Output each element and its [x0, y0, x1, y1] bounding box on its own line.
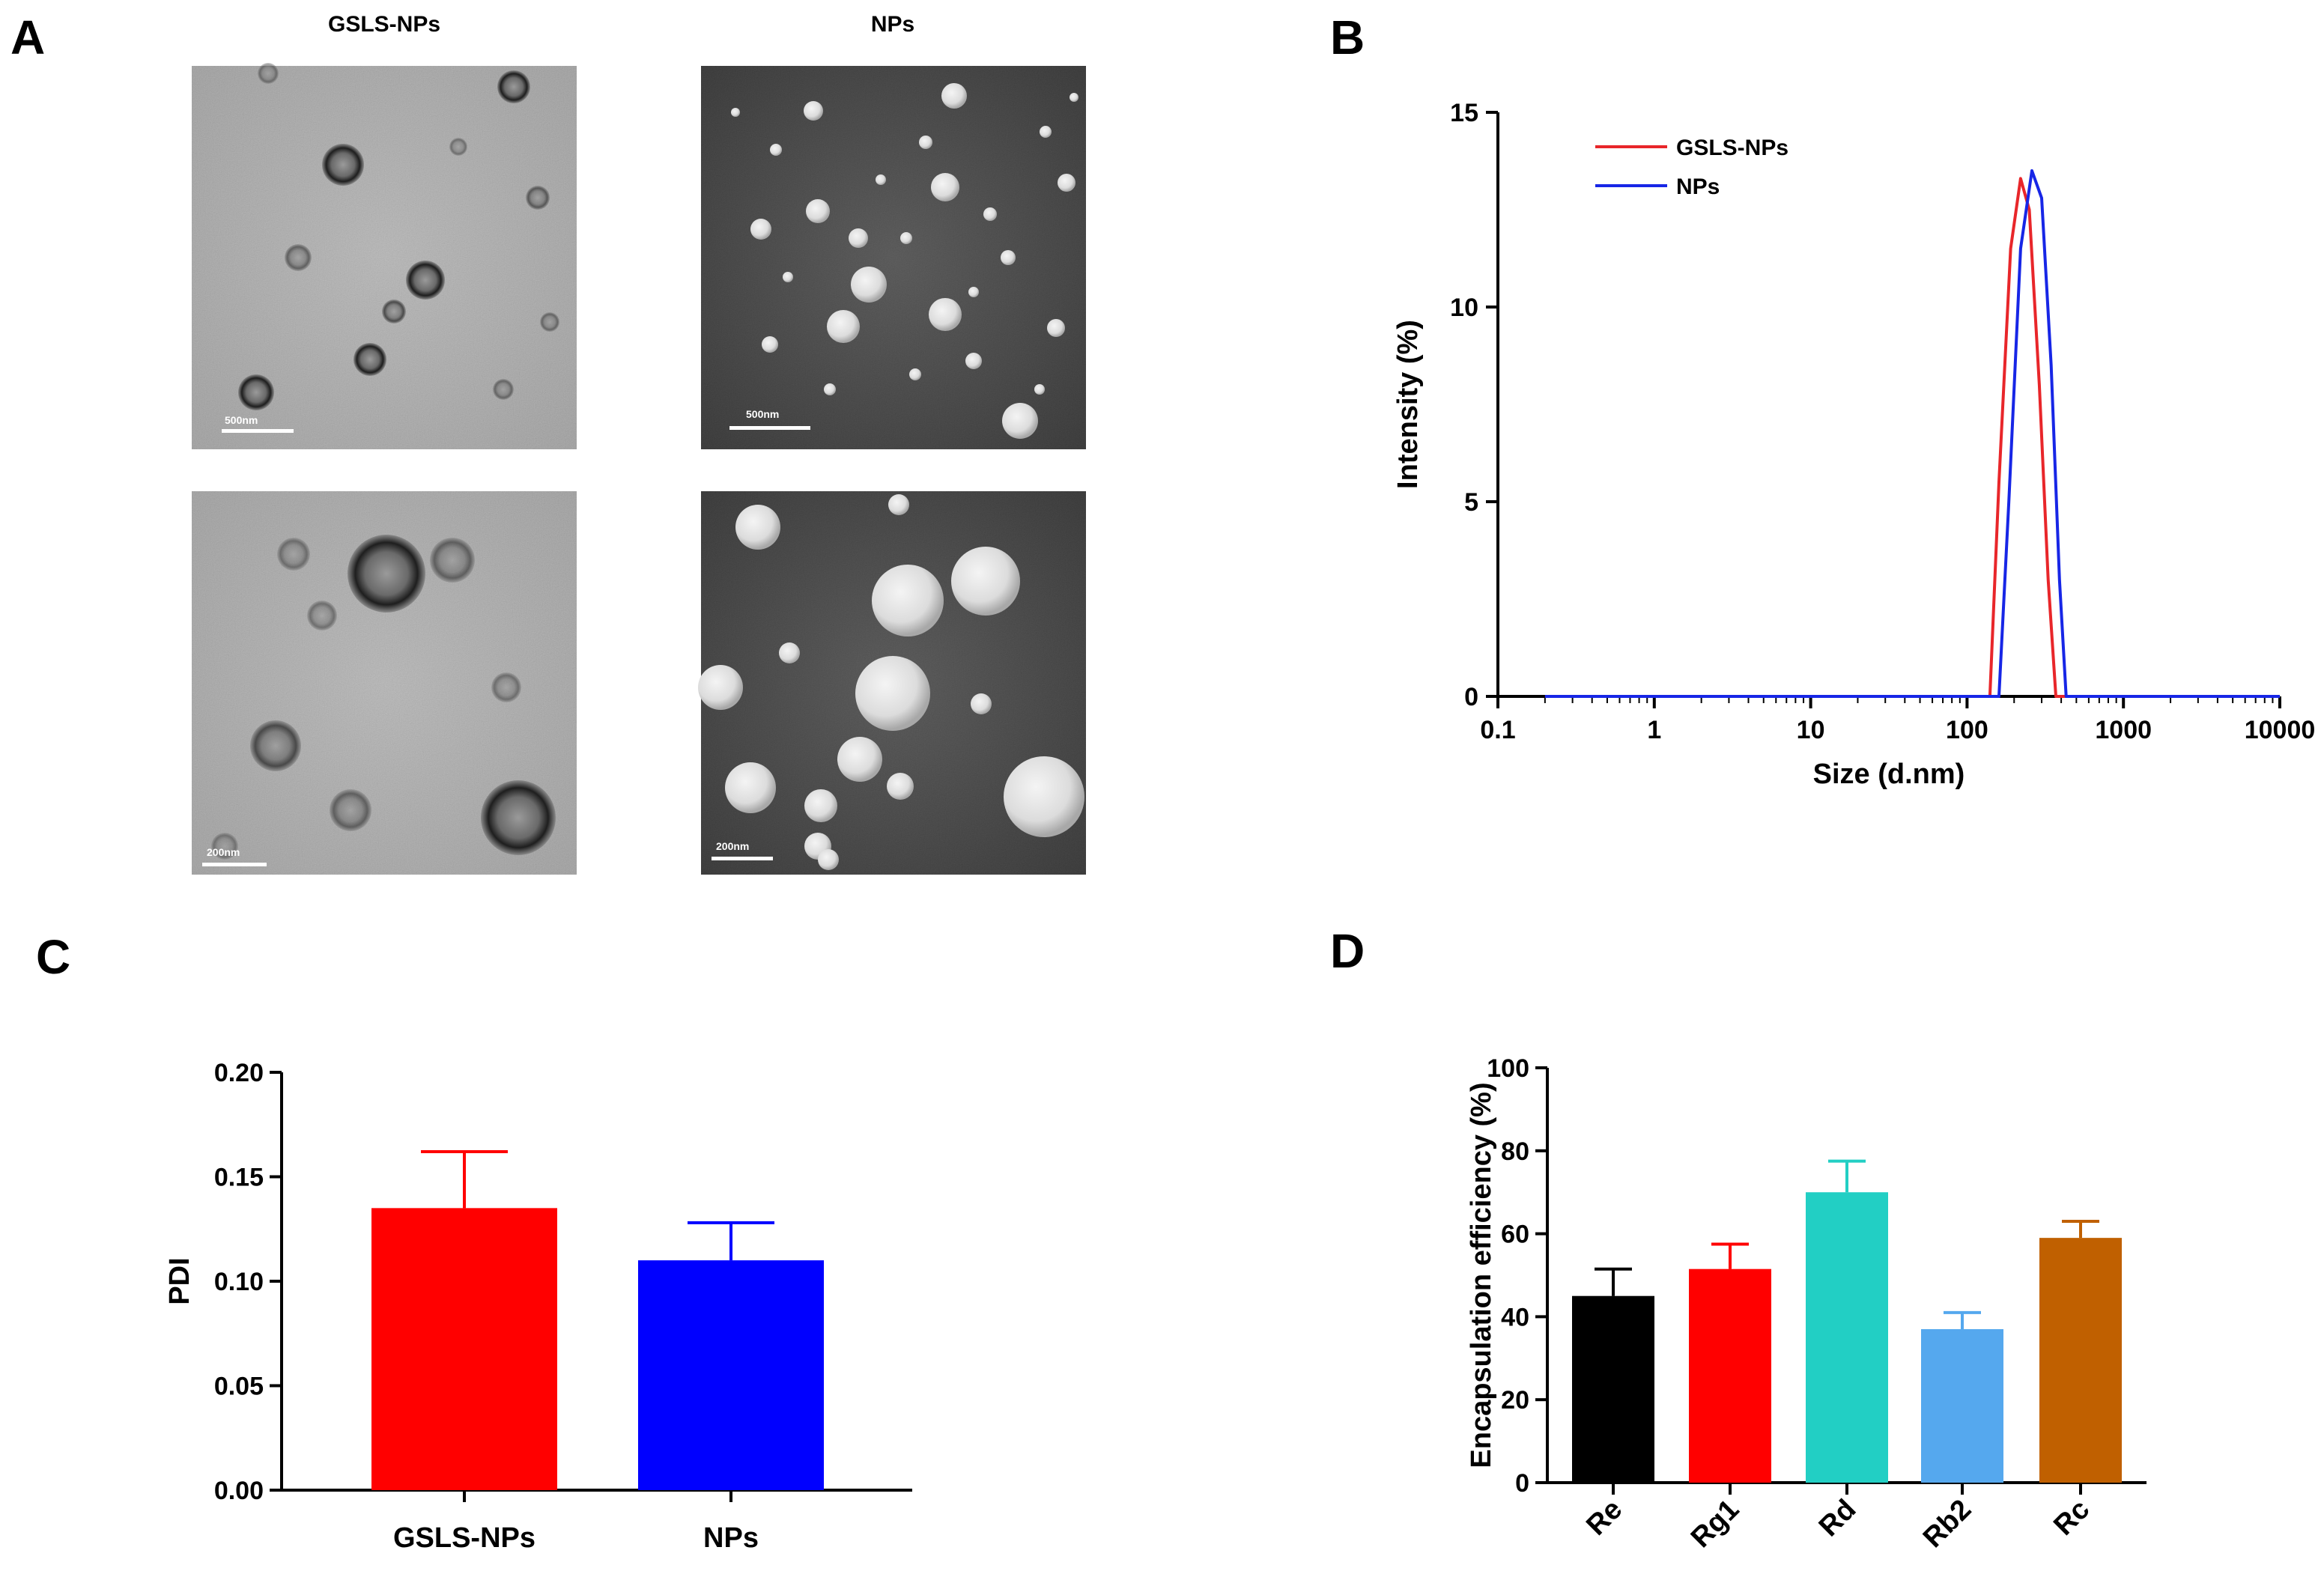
y-tick-label: 0.20 [214, 1059, 264, 1087]
y-tick-label: 60 [1501, 1221, 1529, 1249]
y-tick-label: 0 [1515, 1469, 1529, 1498]
micrograph-gsls-nps-200nm: 200nm [192, 491, 577, 875]
x-tick-label: 100 [1946, 716, 1988, 744]
chart-d-encapsulation: 0 20 40 60 80 100 Re Rg1 Rd Rb2 Rc Encapsulation ef… [1466, 1054, 2146, 1554]
y-tick-label: 0.10 [214, 1268, 264, 1296]
panel-letter-b: B [1330, 10, 1365, 64]
y-tick-label: 5 [1464, 488, 1478, 517]
x-tick-label: GSLS-NPs [393, 1522, 536, 1554]
x-tick-label: 1000 [2095, 716, 2152, 744]
x-tick-label: Re [1580, 1494, 1628, 1542]
micrograph-header-gsls-nps: GSLS-NPs [328, 12, 440, 37]
y-tick-label: 80 [1501, 1137, 1529, 1166]
legend-label: NPs [1676, 174, 1720, 199]
bar-rc [2039, 1238, 2122, 1483]
y-axis-label: Encapsulation efficiency (%) [1466, 1082, 1497, 1468]
x-axis-label: Size (d.nm) [1813, 759, 1965, 790]
chart-b-size-distribution: 0 5 10 15 0.1 1 10 100 1000 10000 Size (d.nm) Inten… [1392, 99, 2315, 790]
y-tick-label: 20 [1501, 1386, 1529, 1415]
y-axis-label: Intensity (%) [1392, 320, 1424, 489]
x-tick-label: 1 [1647, 716, 1661, 744]
bar-rb2 [1921, 1329, 2003, 1483]
x-tick-label: 0.1 [1480, 716, 1515, 744]
y-tick-label: 100 [1487, 1054, 1529, 1083]
panel-letter-c: C [36, 930, 70, 984]
chart-c-pdi: 0.00 0.05 0.10 0.15 0.20 GSLS-NPs NPs PDI [164, 1059, 912, 1554]
y-tick-label: 0.15 [214, 1164, 264, 1192]
bar-rd [1806, 1192, 1888, 1483]
x-tick-label: NPs [703, 1522, 759, 1554]
x-tick-label: 10 [1797, 716, 1825, 744]
y-tick-label: 40 [1501, 1303, 1529, 1331]
x-tick-label: Rc [2048, 1494, 2096, 1542]
micrograph-gsls-nps-500nm: 500nm [192, 63, 577, 449]
micrograph-nps-200nm: 200nm [698, 491, 1086, 875]
legend-label: GSLS-NPs [1676, 136, 1788, 160]
micrograph-nps-500nm: 500nm [701, 66, 1086, 449]
panel-letter-d: D [1330, 924, 1365, 978]
scale-bar-label-3: 200nm [207, 846, 240, 858]
scale-bar-label-1: 500nm [225, 414, 258, 426]
scale-bar-label-2: 500nm [746, 408, 779, 420]
bar-gsls-nps [371, 1208, 557, 1490]
x-tick-label: Rb2 [1917, 1494, 1977, 1554]
y-tick-label: 0 [1464, 683, 1478, 711]
panel-letter-a: A [10, 10, 45, 64]
bar-rg1 [1689, 1268, 1771, 1483]
bar-re [1572, 1295, 1654, 1483]
x-tick-label: Rg1 [1685, 1494, 1745, 1554]
bar-nps [638, 1260, 824, 1490]
y-tick-label: 15 [1450, 99, 1478, 127]
scale-bar-label-4: 200nm [716, 840, 749, 852]
y-tick-label: 0.05 [214, 1373, 264, 1401]
y-axis-label: PDI [164, 1257, 195, 1304]
x-tick-label: Rd [1813, 1494, 1863, 1543]
series-line-nps [1544, 169, 2280, 698]
y-tick-label: 0.00 [214, 1477, 264, 1505]
micrograph-header-nps: NPs [871, 12, 914, 37]
x-tick-label: 10000 [2245, 716, 2316, 744]
series-line-gsls-nps [1544, 177, 2280, 698]
y-tick-label: 10 [1450, 294, 1478, 322]
